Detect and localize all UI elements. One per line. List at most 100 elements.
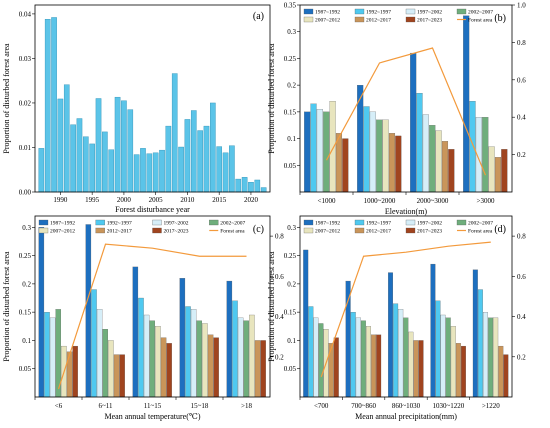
bar [235, 178, 242, 193]
bar [229, 145, 235, 193]
bar [329, 101, 336, 193]
legend-label: 2002~2007 [220, 221, 245, 227]
bar [493, 317, 499, 398]
plot-frame [34, 4, 271, 193]
bar [360, 320, 366, 398]
x-tick-label: 2010 [180, 196, 195, 204]
legend-label: 2012~2017 [366, 18, 391, 24]
y2-tick-label: 0.2 [517, 353, 526, 361]
bar [127, 109, 134, 193]
y-tick-label: 0.35 [284, 2, 297, 10]
bar [190, 309, 197, 398]
bar [494, 157, 502, 193]
legend-swatch [303, 8, 314, 15]
legend-swatch [152, 219, 162, 226]
legend-label: 2017~2023 [417, 18, 442, 24]
bar [254, 340, 261, 398]
bar [184, 119, 191, 193]
bar [503, 354, 509, 398]
bar [166, 343, 172, 398]
legend-swatch [405, 16, 416, 23]
bar [501, 149, 508, 193]
bar [76, 118, 83, 193]
y2-tick-label: 0.4 [517, 114, 526, 122]
legend-label: 1997~2002 [417, 10, 442, 16]
legend-label: Forest area [220, 229, 245, 235]
y-tick-label: 0.25 [284, 55, 297, 63]
y-tick-label: 0.05 [19, 365, 32, 373]
y2-tick-label: 1.0 [517, 2, 526, 10]
legend-label: 2017~2023 [164, 229, 189, 235]
y2-tick-label: 0.8 [517, 39, 526, 47]
bar [393, 303, 399, 398]
bar [83, 136, 89, 193]
y2-tick-label: 0.4 [517, 313, 526, 321]
x-tick-label: 860~1030 [392, 402, 421, 410]
y-tick-label: 0.02 [19, 99, 32, 107]
y-tick-label: 0.1 [22, 337, 31, 345]
bar [241, 177, 248, 193]
bar [210, 102, 216, 193]
bar [350, 312, 356, 398]
bar [488, 146, 495, 193]
legend-swatch [152, 227, 162, 234]
y-axis-label: Proportion of disturbed forest area [267, 251, 276, 362]
bar [132, 266, 139, 398]
bar [44, 19, 51, 193]
legend-swatch [405, 8, 416, 15]
bar [477, 289, 483, 398]
bar [102, 131, 108, 193]
bar [422, 114, 429, 193]
bar [316, 109, 323, 193]
bar [388, 133, 396, 193]
bar [355, 317, 361, 398]
x-axis-label: Elevation(m) [385, 207, 428, 216]
bar [440, 314, 446, 398]
x-tick-label: <1000 [318, 197, 336, 205]
x-tick-label: 2015 [212, 196, 227, 204]
bar [113, 354, 120, 398]
legend-label: 2002~2007 [468, 221, 493, 227]
y-tick-label: 0.15 [284, 309, 297, 317]
y-tick-label: 0.01 [19, 144, 32, 152]
y-tick-label: 0.2 [287, 280, 296, 288]
bar [51, 17, 57, 193]
panel-d: <700 700~860 860~1030 1030~1220 >1220 0.05 0.1… [267, 215, 526, 421]
y-tick-label: 0.3 [22, 224, 31, 232]
bar [222, 152, 229, 193]
bar [44, 312, 50, 398]
x-tick-label: >18 [241, 402, 252, 410]
legend-swatch [303, 16, 314, 23]
plot-frame [299, 215, 513, 398]
bar [323, 111, 330, 193]
legend-swatch [303, 227, 314, 234]
y-tick-label: 0.25 [284, 252, 297, 260]
forest-area-line [57, 243, 247, 390]
y-tick-label: 0.03 [19, 55, 32, 63]
bar [482, 117, 489, 193]
bar [450, 326, 456, 398]
bar [303, 249, 309, 398]
legend-label: 2002~2007 [468, 10, 493, 16]
bar [413, 340, 419, 398]
bar [89, 143, 95, 193]
bar [178, 146, 184, 193]
y2-tick-label: 0.8 [275, 233, 284, 241]
legend-swatch [354, 227, 365, 234]
y2-tick-label: 0.6 [275, 273, 284, 281]
bar [232, 300, 238, 398]
legend-swatch [354, 219, 365, 226]
bar [216, 146, 222, 193]
bar [121, 100, 127, 193]
y2-tick-label: 0.2 [517, 151, 526, 159]
legend-swatch [95, 227, 105, 234]
bar [185, 306, 191, 398]
bar [254, 179, 261, 193]
x-tick-label: 15~18 [191, 402, 209, 410]
bar [72, 345, 78, 398]
y-tick-label: 0.2 [22, 280, 31, 288]
bar [49, 317, 56, 398]
bar [114, 96, 121, 193]
legend-label: 2012~2017 [107, 229, 132, 235]
